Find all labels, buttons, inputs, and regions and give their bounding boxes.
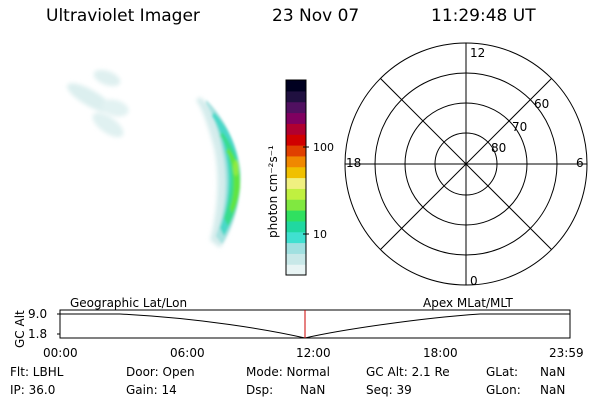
mlt-label-0: 0 (470, 274, 478, 288)
colorbar-tick-100: 100 (313, 141, 334, 154)
timeline-xtick-0600: 06:00 (170, 346, 205, 360)
colorbar-band (286, 210, 306, 222)
timeline-frame (59, 309, 571, 339)
mlt-label-12: 12 (470, 46, 486, 60)
info-glon-label: GLon: (486, 383, 521, 397)
instrument-title: Ultraviolet Imager (46, 6, 200, 26)
polar-line-diag2 (380, 78, 552, 250)
colorbar-band (286, 264, 306, 276)
colorbar-band (286, 80, 306, 92)
aurora-image (67, 69, 241, 248)
colorbar-band (286, 253, 306, 265)
timeline-left-title: Geographic Lat/Lon (70, 296, 188, 310)
colorbar-unit-label: photon cm⁻²s⁻¹ (266, 145, 280, 238)
colorbar-band (286, 90, 306, 103)
colorbar-band (286, 101, 306, 114)
colorbar-frame (285, 79, 307, 276)
colorbar-band (286, 188, 306, 200)
colorbar-band (286, 177, 306, 189)
info-dsp-value: NaN (300, 383, 326, 397)
colorbar-band (286, 166, 306, 179)
timeline-xtick-2359: 23:59 (549, 346, 584, 360)
info-ip: IP: 36.0 (10, 383, 56, 397)
timeline-xtick-1800: 18:00 (423, 346, 458, 360)
timeline-ylabel: GC Alt (13, 310, 27, 348)
colorbar-band (286, 155, 306, 168)
colorbar-band (286, 112, 306, 124)
info-filter: Flt: LBHL (10, 365, 64, 379)
colorbar (286, 80, 309, 276)
date-label: 23 Nov 07 (272, 6, 360, 26)
info-seq: Seq: 39 (366, 383, 412, 397)
colorbar-band (286, 199, 306, 211)
colorbar-tick-10: 10 (313, 228, 327, 241)
colorbar-band (286, 242, 306, 254)
timeline-xtick-1200: 12:00 (296, 346, 331, 360)
info-dsp-label: Dsp: (246, 383, 274, 397)
timeline-panel (57, 309, 571, 339)
info-gc-alt: GC Alt: 2.1 Re (366, 365, 450, 379)
mlt-label-18: 18 (346, 156, 362, 170)
colorbar-band (286, 123, 306, 135)
timeline-ytick-9: 9.0 (28, 307, 48, 321)
info-glat-label: GLat: (486, 365, 519, 379)
info-door: Door: Open (126, 365, 195, 379)
timeline-xtick-0000: 00:00 (43, 346, 78, 360)
time-label: 11:29:48 UT (431, 6, 536, 26)
mlt-label-6: 6 (576, 156, 584, 170)
colorbar-band (286, 145, 306, 157)
info-glon-value: NaN (540, 383, 566, 397)
colorbar-band (286, 220, 306, 233)
timeline-ytick-1.8: 1.8 (28, 327, 48, 341)
timeline-right-title: Apex MLat/MLT (423, 296, 513, 310)
lat-label-80: 80 (491, 141, 507, 155)
info-mode: Mode: Normal (246, 365, 330, 379)
lat-label-70: 70 (512, 120, 528, 134)
info-glat-value: NaN (540, 365, 566, 379)
colorbar-band (286, 134, 306, 146)
polar-plot (344, 42, 588, 286)
lat-label-60: 60 (534, 97, 550, 111)
info-gain: Gain: 14 (126, 383, 177, 397)
colorbar-band (286, 231, 306, 244)
